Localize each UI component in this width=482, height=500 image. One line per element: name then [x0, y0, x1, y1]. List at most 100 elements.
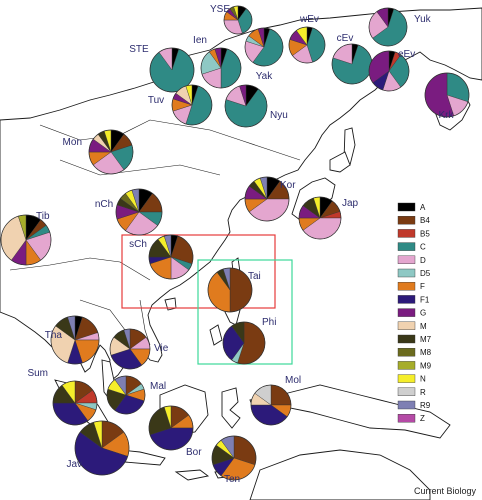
pie-bor	[148, 405, 194, 451]
legend-label-m7: M7	[420, 335, 432, 344]
pie-mol	[250, 384, 292, 426]
population-label-tib: Tib	[36, 211, 50, 222]
legend-label-r: R	[420, 388, 426, 397]
pie-outline-yak	[244, 27, 284, 67]
pie-outline-tuv	[171, 84, 213, 126]
pie-outline-phi	[222, 321, 266, 365]
pie-cev	[331, 43, 373, 85]
pie-outline-mol	[250, 384, 292, 426]
pie-jap	[298, 196, 342, 240]
legend-label-n: N	[420, 375, 426, 384]
pie-tha	[50, 315, 100, 365]
population-label-nch: nCh	[95, 199, 113, 210]
pie-jav	[74, 420, 130, 476]
legend-swatch-n	[397, 374, 416, 383]
population-label-yak: Yak	[256, 71, 273, 82]
population-label-cev: cEv	[337, 33, 354, 44]
legend-label-m8: M8	[420, 348, 432, 357]
legend-label-d: D	[420, 256, 426, 265]
population-label-mal: Mal	[150, 381, 166, 392]
population-label-ten: Ten	[224, 474, 240, 485]
population-label-yse: YSE	[210, 4, 230, 15]
pie-tib	[0, 214, 52, 266]
legend-swatch-b4	[397, 215, 416, 225]
pie-wev	[288, 26, 326, 64]
legend-label-g: G	[420, 309, 426, 318]
pie-sch	[148, 234, 194, 280]
pie-krk	[424, 72, 470, 118]
population-label-wev: wEv	[299, 14, 319, 25]
pie-outline-yse	[223, 5, 253, 35]
legend-label-c: C	[420, 243, 426, 252]
population-label-kor: Kor	[280, 180, 296, 191]
population-label-sch: sCh	[129, 239, 147, 250]
legend-swatch-g	[397, 308, 416, 317]
pie-outline-nch	[115, 188, 163, 236]
legend-label-f: F	[420, 282, 425, 291]
pie-outline-krk	[424, 72, 470, 118]
legend-swatch-f1	[397, 295, 416, 304]
pie-outline-tib	[0, 214, 52, 266]
pie-yuk	[368, 7, 408, 47]
pie-outline-sum	[52, 380, 98, 426]
population-label-jap: Jap	[342, 198, 359, 209]
population-label-tuv: Tuv	[148, 95, 164, 106]
journal-credit: Current Biology	[413, 486, 476, 496]
pie-outline-mon	[88, 129, 134, 175]
population-label-bor: Bor	[186, 447, 202, 458]
population-label-sum: Sum	[27, 368, 48, 379]
population-label-krk: Krk	[439, 110, 455, 121]
legend-swatch-d	[397, 255, 416, 265]
pie-outline-tai	[207, 267, 253, 313]
pie-ien	[200, 47, 242, 89]
pie-mon	[88, 129, 134, 175]
pie-vie	[109, 328, 151, 370]
population-label-mon: Mon	[63, 137, 82, 148]
pie-yak	[244, 27, 284, 67]
population-labels: YSE wEv Yuk STE Ien cEv eEv Yak Tuv Nyu Krk Mon Kor J…	[27, 4, 454, 485]
haplogroup-legend: A B4 B5 CD D5 F F1 GM M7 M8 M9 NR R9 Z	[397, 202, 432, 423]
legend-swatch-r9	[397, 400, 416, 410]
population-label-phi: Phi	[262, 317, 276, 328]
legend-label-m: M	[420, 322, 427, 331]
pie-outline-nyu	[224, 84, 268, 128]
pie-outline-mal	[106, 375, 146, 415]
population-label-yuk: Yuk	[414, 14, 432, 25]
legend-label-m9: M9	[420, 361, 432, 370]
pie-yse	[223, 5, 253, 35]
legend-label-z: Z	[420, 414, 425, 423]
population-pie-charts	[0, 5, 470, 481]
population-label-tha: Tha	[45, 330, 63, 341]
population-label-nyu: Nyu	[270, 110, 288, 121]
pie-outline-sch	[148, 234, 194, 280]
pie-sum	[52, 380, 98, 426]
pie-ten	[211, 435, 257, 481]
legend-swatch-z	[397, 414, 416, 423]
pie-nyu	[224, 84, 268, 128]
legend-swatch-a	[397, 202, 416, 212]
legend-swatch-c	[397, 242, 416, 251]
legend-label-r9: R9	[420, 401, 431, 410]
pie-outline-wev	[288, 26, 326, 64]
legend-swatch-d5	[397, 268, 416, 278]
legend-label-f1: F1	[420, 295, 430, 304]
legend-label-d5: D5	[420, 269, 431, 278]
pie-nch	[115, 188, 163, 236]
pie-outline-vie	[109, 328, 151, 370]
legend-swatch-r	[397, 387, 416, 396]
pie-outline-jap	[298, 196, 342, 240]
population-label-mol: Mol	[285, 375, 301, 386]
pie-mal	[106, 375, 146, 415]
pie-tai	[207, 267, 253, 313]
population-label-ste: STE	[129, 44, 149, 55]
population-label-jav: Jav	[66, 459, 82, 470]
legend-label-b5: B5	[420, 229, 430, 238]
pie-eev	[368, 50, 410, 92]
legend-swatch-m7	[397, 334, 416, 344]
pie-outline-ste	[149, 47, 195, 93]
population-label-ien: Ien	[193, 35, 207, 46]
pie-outline-yuk	[368, 7, 408, 47]
pie-tuv	[171, 84, 213, 126]
